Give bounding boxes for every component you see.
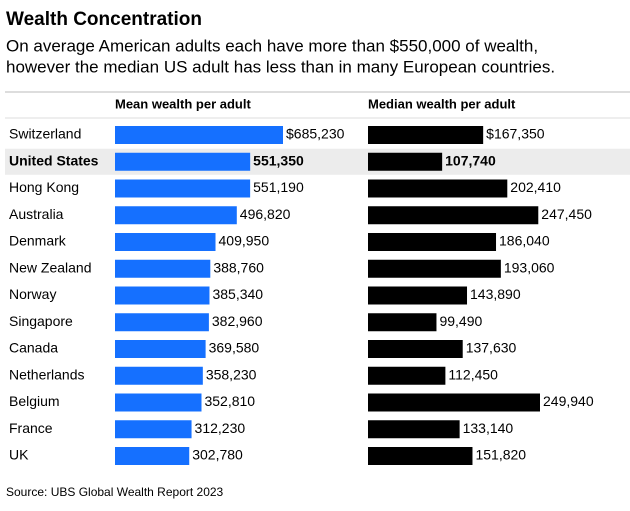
value-label: 133,140 xyxy=(463,420,514,436)
y-tick-label: Norway xyxy=(9,286,56,302)
y-tick-label: Canada xyxy=(9,340,58,356)
value-label: 249,940 xyxy=(543,393,594,409)
value-label: 143,890 xyxy=(470,286,521,302)
bar xyxy=(115,233,216,251)
legend-entry: Median wealth per adult xyxy=(368,96,516,111)
bar xyxy=(368,152,443,171)
bar xyxy=(115,447,190,465)
y-tick-label: Denmark xyxy=(9,233,67,249)
value-label: $167,350 xyxy=(486,126,545,142)
source: Source: UBS Global Wealth Report 2023 xyxy=(6,485,224,499)
legend-entry: Mean wealth per adult xyxy=(115,96,251,111)
value-label: 151,820 xyxy=(475,447,526,463)
value-label: 186,040 xyxy=(499,233,550,249)
y-tick-label: France xyxy=(9,420,53,436)
bar xyxy=(115,420,192,439)
bar xyxy=(368,313,437,332)
bar xyxy=(368,393,540,412)
value-label: 312,230 xyxy=(195,420,246,436)
bar xyxy=(115,179,251,198)
y-tick-label: New Zealand xyxy=(9,259,92,275)
value-label: 193,060 xyxy=(504,259,555,275)
bar xyxy=(115,259,211,278)
bar xyxy=(368,286,468,305)
y-tick-label: Australia xyxy=(9,206,64,222)
bar xyxy=(368,126,484,144)
y-tick-label: Switzerland xyxy=(9,126,81,142)
value-label: 382,960 xyxy=(212,313,263,329)
bar xyxy=(115,286,210,305)
bar xyxy=(368,340,463,358)
value-label: 385,340 xyxy=(212,286,263,302)
bar xyxy=(115,126,283,144)
value-label: 302,780 xyxy=(192,447,243,463)
bar xyxy=(368,447,473,465)
bar xyxy=(368,259,501,278)
y-tick-label: Belgium xyxy=(9,393,60,409)
bar xyxy=(115,366,203,385)
value-label: 137,630 xyxy=(466,340,517,356)
bar xyxy=(115,206,237,225)
bar xyxy=(368,233,497,251)
bar xyxy=(368,206,539,225)
value-label: 202,410 xyxy=(510,179,561,195)
value-label: 99,490 xyxy=(439,313,482,329)
y-tick-label: United States xyxy=(9,152,99,168)
bar xyxy=(368,366,446,385)
bar xyxy=(115,313,209,332)
y-tick-label: UK xyxy=(9,447,29,463)
value-label: $685,230 xyxy=(286,126,345,142)
value-label: 551,350 xyxy=(253,152,304,168)
chart-subtitle: On average American adults each have mor… xyxy=(6,36,538,55)
value-label: 496,820 xyxy=(240,206,291,222)
bar xyxy=(115,152,251,171)
value-label: 107,740 xyxy=(445,152,496,168)
bar xyxy=(115,393,202,412)
chart-subtitle: however the median US adult has less tha… xyxy=(6,57,555,76)
y-tick-label: Singapore xyxy=(9,313,73,329)
bar xyxy=(368,420,460,439)
y-tick-label: Netherlands xyxy=(9,366,85,382)
value-label: 409,950 xyxy=(219,233,270,249)
value-label: 358,230 xyxy=(206,366,257,382)
value-label: 247,450 xyxy=(541,206,592,222)
value-label: 388,760 xyxy=(213,259,264,275)
value-label: 369,580 xyxy=(209,340,260,356)
bar xyxy=(115,340,206,358)
y-tick-label: Hong Kong xyxy=(9,179,79,195)
value-label: 352,810 xyxy=(204,393,255,409)
row-highlight xyxy=(5,148,630,175)
value-label: 112,450 xyxy=(448,366,498,382)
value-label: 551,190 xyxy=(253,179,304,195)
chart-title: Wealth Concentration xyxy=(6,9,202,30)
bar xyxy=(368,179,508,198)
